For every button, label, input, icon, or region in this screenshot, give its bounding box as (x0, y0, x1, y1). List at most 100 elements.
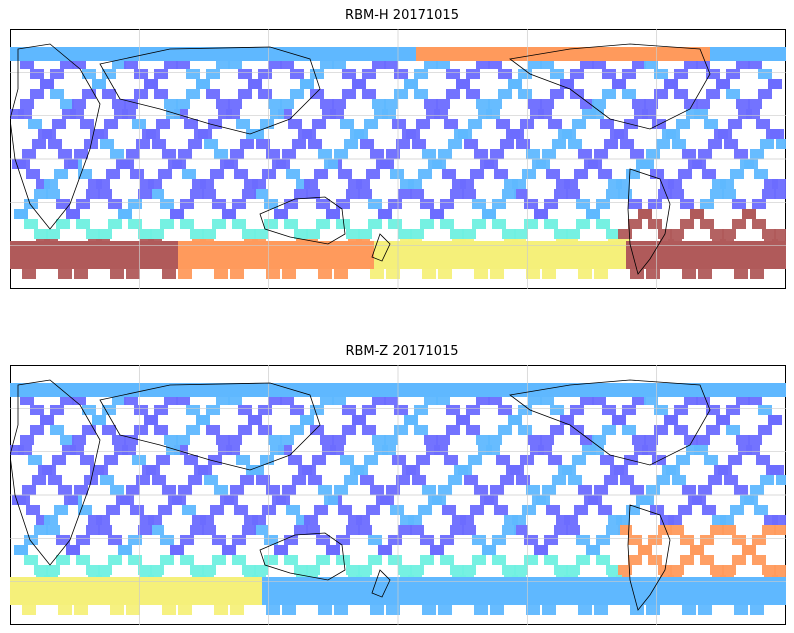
data-swath (234, 577, 248, 605)
data-swath (178, 269, 192, 279)
data-swath (732, 199, 746, 209)
data-swath (160, 219, 174, 229)
data-swath (150, 229, 164, 239)
data-swath (346, 383, 360, 397)
data-swath (708, 139, 722, 149)
data-swath (576, 555, 590, 565)
data-swath (584, 47, 598, 61)
data-swath (732, 219, 746, 229)
data-swath (674, 69, 688, 79)
data-swath (400, 179, 414, 189)
data-swath (346, 229, 360, 239)
data-swath (472, 535, 486, 545)
data-swath (500, 475, 514, 485)
data-swath (634, 445, 648, 455)
data-swath (528, 383, 542, 397)
data-swath (774, 229, 786, 239)
data-swath (696, 59, 710, 69)
data-swath (696, 241, 710, 269)
data-swath (540, 395, 554, 405)
data-swath (764, 179, 778, 189)
data-swath (228, 99, 242, 109)
data-swath (718, 465, 732, 475)
data-swath (190, 229, 204, 239)
data-swath (546, 505, 560, 515)
data-swath (474, 605, 488, 615)
data-swath (260, 455, 274, 465)
data-swath (38, 577, 52, 605)
data-swath (710, 383, 724, 397)
data-swath (606, 525, 620, 535)
data-swath (88, 515, 102, 525)
data-swath (334, 269, 348, 279)
data-swath (44, 515, 58, 525)
data-swath (46, 525, 60, 535)
data-swath (236, 119, 250, 129)
data-swath (542, 149, 556, 159)
data-swath (218, 445, 232, 455)
data-swath (176, 435, 190, 445)
data-swath (206, 47, 220, 61)
data-swath (154, 89, 168, 99)
data-swath (768, 79, 782, 89)
data-swath (526, 485, 540, 495)
data-swath (682, 383, 696, 397)
data-swath (24, 555, 38, 565)
data-swath (702, 169, 716, 179)
data-swath (766, 383, 780, 397)
data-swath (250, 129, 264, 139)
data-swath (632, 395, 646, 405)
data-swath (446, 89, 460, 99)
data-swath (772, 515, 786, 525)
data-swath (626, 169, 640, 179)
data-swath (178, 383, 192, 397)
data-swath (272, 159, 286, 169)
data-swath (258, 69, 272, 79)
data-swath (24, 383, 38, 397)
data-swath (666, 129, 680, 139)
data-swath (554, 229, 568, 239)
data-swath (472, 577, 486, 605)
data-swath (60, 59, 74, 69)
data-swath (82, 425, 96, 435)
data-swath (76, 199, 90, 209)
swath-layer (10, 383, 786, 615)
data-swath (582, 109, 596, 119)
data-swath (524, 199, 538, 209)
data-swath (730, 505, 744, 515)
data-swath (384, 395, 398, 405)
data-swath (478, 109, 492, 119)
data-swath (528, 577, 542, 605)
data-swath (490, 605, 504, 615)
data-swath (196, 415, 210, 425)
data-swath (346, 577, 360, 605)
data-swath (682, 577, 696, 605)
data-swath (130, 169, 144, 179)
data-swath (60, 99, 74, 109)
data-swath (460, 515, 474, 525)
data-swath (24, 577, 38, 605)
data-swath (66, 383, 80, 397)
data-swath (392, 119, 406, 129)
data-swath (682, 149, 696, 159)
data-swath (344, 139, 358, 149)
data-swath (426, 109, 440, 119)
data-swath (600, 455, 614, 465)
data-swath (688, 159, 702, 169)
data-swath (618, 189, 632, 199)
data-swath (722, 565, 736, 575)
data-swath (360, 241, 374, 269)
data-swath (206, 69, 220, 79)
data-swath (10, 445, 24, 455)
data-swath (726, 69, 740, 79)
data-swath (706, 405, 720, 415)
data-swath (186, 89, 200, 99)
data-swath (116, 159, 130, 169)
data-swath (710, 47, 724, 61)
data-swath (562, 465, 576, 475)
data-swath (486, 445, 500, 455)
data-swath (756, 455, 770, 465)
data-swath (44, 179, 58, 189)
data-swath (604, 139, 618, 149)
data-swath (572, 455, 586, 465)
